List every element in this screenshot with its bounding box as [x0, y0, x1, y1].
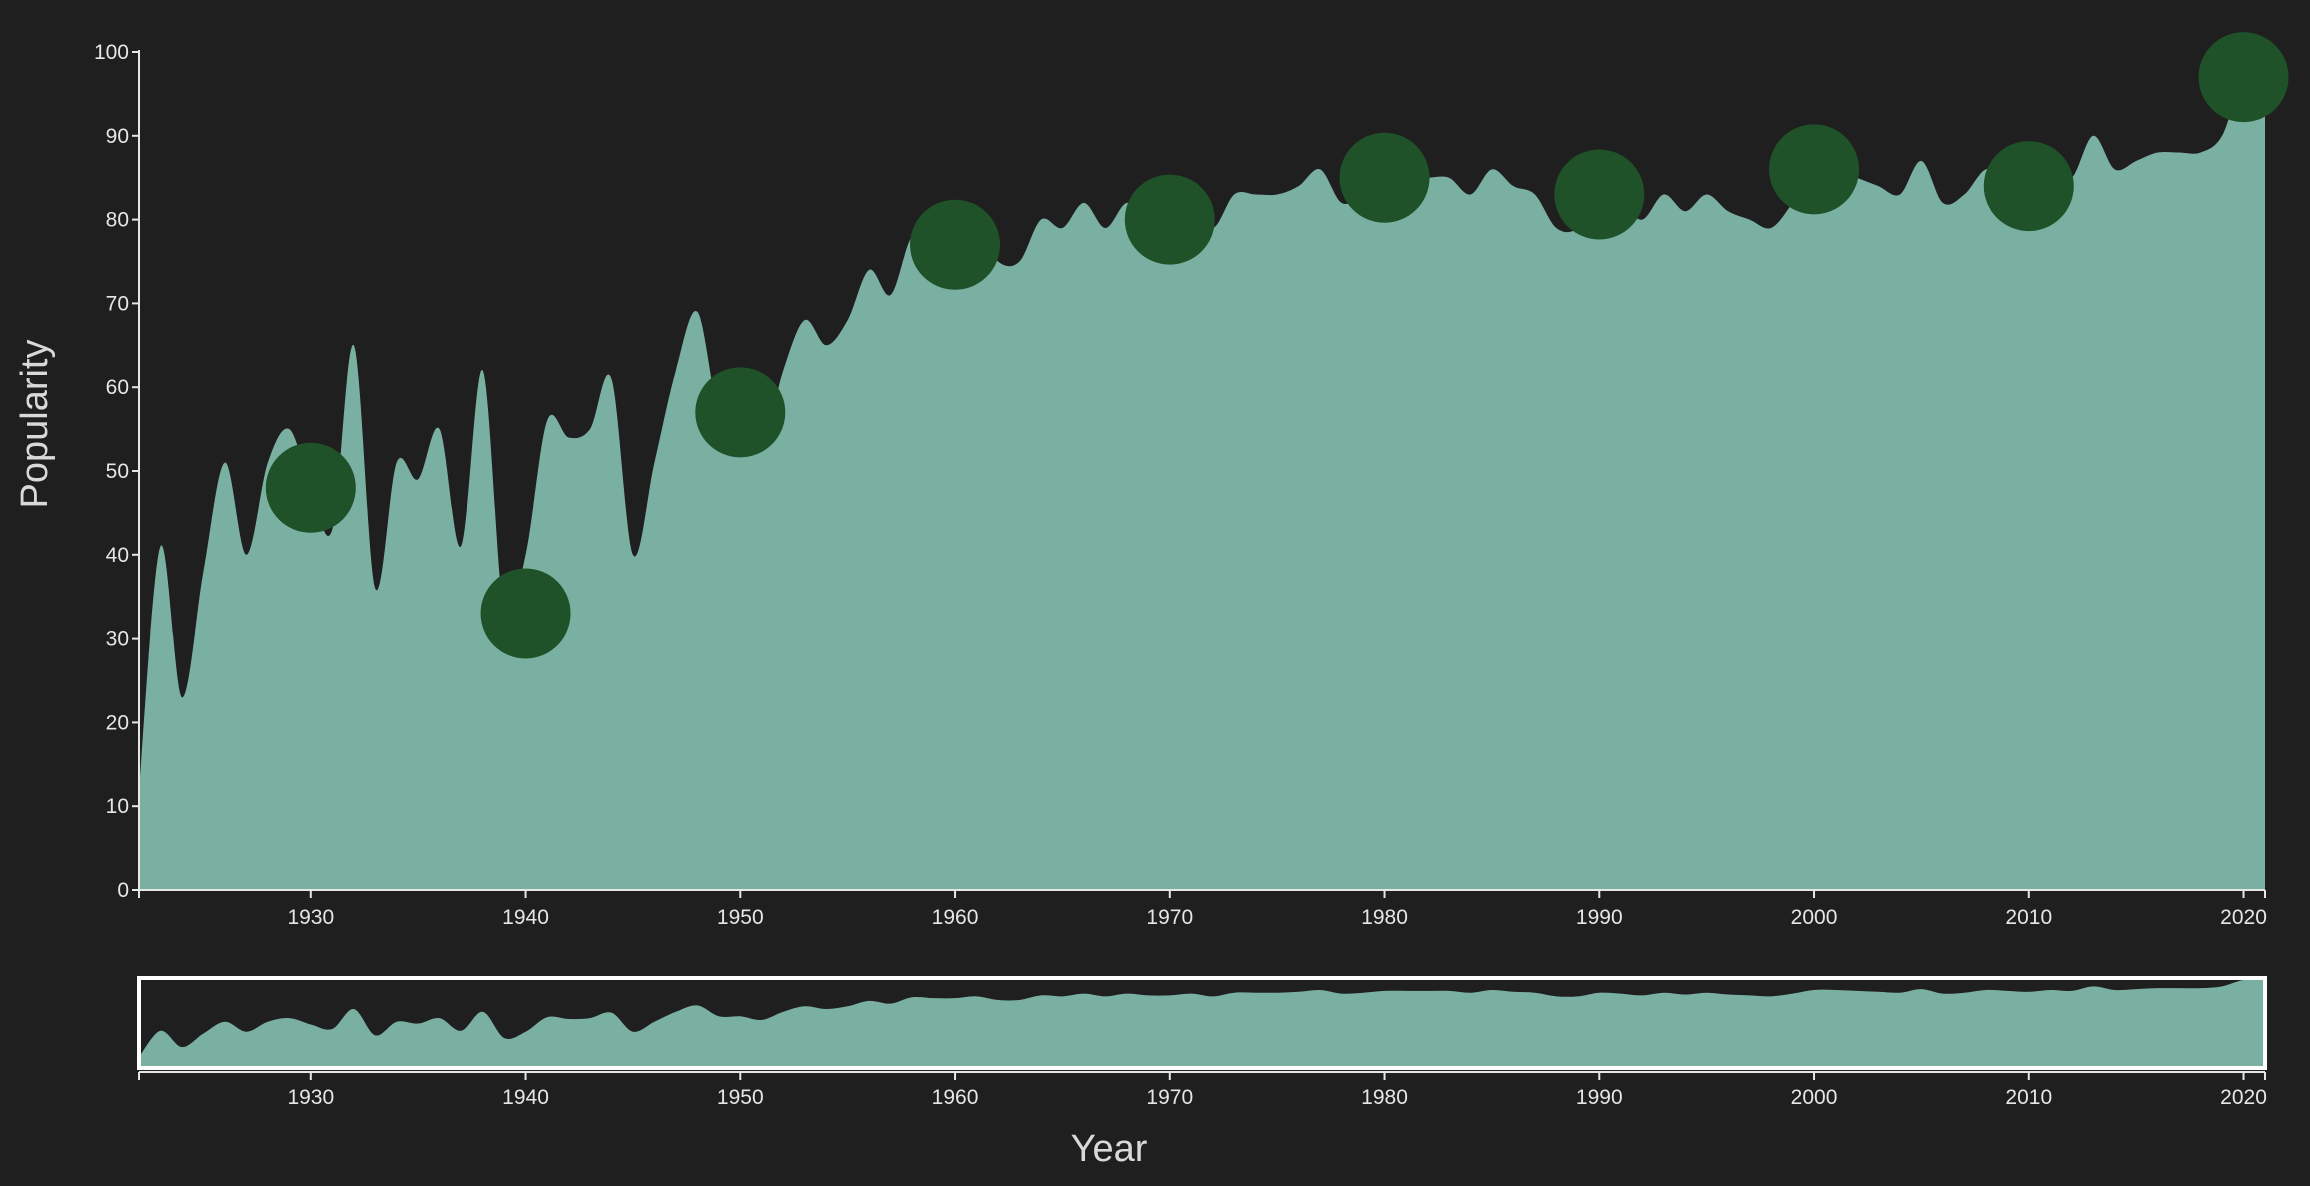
overview-tick-label: 1940 [502, 1086, 549, 1109]
decade-marker-1930 [265, 442, 356, 533]
y-tick-label: 50 [106, 460, 129, 483]
x-axis: 1930 1940 1950 1960 1970 1980 1990 2000 2010 2020 [138, 889, 2267, 929]
overview-tick-label: 1960 [932, 1086, 979, 1109]
decade-marker-2020 [2198, 32, 2289, 123]
x-tick-label: 2010 [2005, 906, 2052, 929]
y-tick-label: 0 [117, 879, 129, 902]
overview-tick-label: 2010 [2005, 1086, 2052, 1109]
x-tick-label: 2020 [2220, 906, 2267, 929]
overview-tick-label: 1930 [287, 1086, 334, 1109]
x-tick-label: 1980 [1361, 906, 1408, 929]
y-tick-label: 70 [106, 292, 129, 315]
overview-tick-label: 1990 [1576, 1086, 1623, 1109]
popularity-area [139, 72, 2265, 891]
x-axis-title: Year [1071, 1128, 1148, 1170]
y-tick-label: 60 [106, 376, 129, 399]
x-tick-label: 1970 [1146, 906, 1193, 929]
brush-selection[interactable] [137, 976, 2267, 1070]
y-tick-label: 30 [106, 628, 129, 651]
overview-tick-label: 1980 [1361, 1086, 1408, 1109]
decade-marker-1970 [1124, 174, 1215, 265]
decade-marker-1980 [1339, 132, 1430, 223]
decade-marker-2010 [1983, 141, 2074, 232]
decade-marker-1960 [910, 199, 1001, 290]
y-tick-label: 40 [106, 544, 129, 567]
x-tick-label: 1950 [717, 906, 764, 929]
y-tick-label: 100 [94, 41, 129, 64]
x-tick-label: 2000 [1791, 906, 1838, 929]
overview-x-axis: 1930 1940 1950 1960 1970 1980 1990 2000 2010 2020 [138, 1071, 2267, 1109]
decade-marker-1940 [480, 568, 571, 659]
y-axis: 0 10 20 30 40 50 60 70 80 90 100 [94, 41, 140, 902]
y-tick-label: 20 [106, 711, 129, 734]
decade-marker-1950 [695, 367, 786, 458]
x-tick-label: 1940 [502, 906, 549, 929]
y-tick-label: 80 [106, 209, 129, 232]
x-tick-label: 1960 [932, 906, 979, 929]
overview-brush[interactable] [137, 976, 2267, 1070]
overview-tick-label: 1970 [1146, 1086, 1193, 1109]
y-axis-title: Popularity [14, 340, 56, 509]
x-tick-label: 1930 [287, 906, 334, 929]
overview-tick-label: 2000 [1791, 1086, 1838, 1109]
decade-marker-2000 [1769, 124, 1860, 215]
main-plot[interactable] [139, 72, 2265, 891]
overview-area [139, 979, 2265, 1068]
decade-marker-1990 [1554, 149, 1645, 240]
decade-markers [265, 32, 2289, 659]
overview-tick-label: 2020 [2220, 1086, 2267, 1109]
y-tick-label: 10 [106, 795, 129, 818]
overview-tick-label: 1950 [717, 1086, 764, 1109]
y-tick-label: 90 [106, 125, 129, 148]
x-tick-label: 1990 [1576, 906, 1623, 929]
